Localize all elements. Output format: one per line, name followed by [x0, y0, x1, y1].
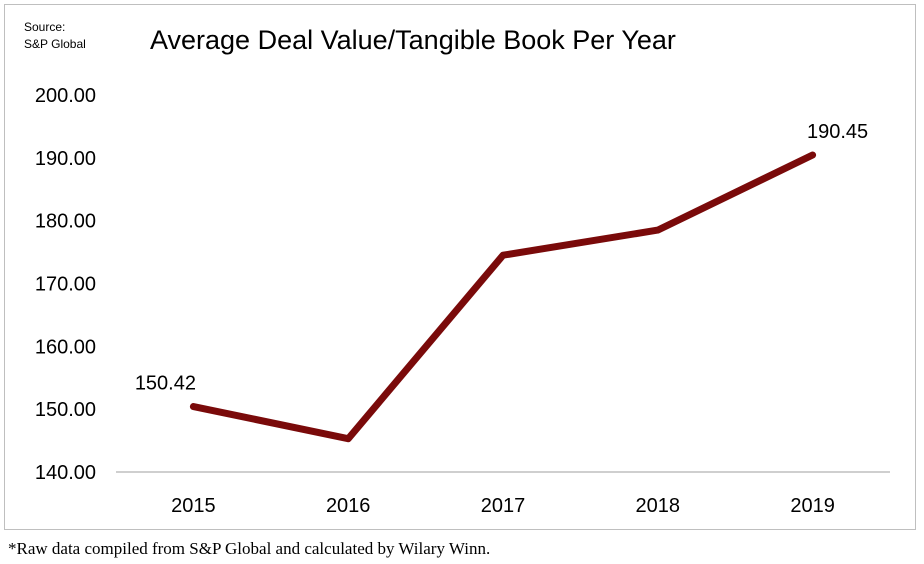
y-tick-label: 170.00	[35, 274, 96, 296]
y-tick-label: 200.00	[35, 85, 96, 107]
source-note: Source: S&P Global	[24, 19, 86, 53]
x-tick-label: 2017	[481, 495, 526, 517]
data-label: 190.45	[807, 121, 868, 143]
x-tick-label: 2018	[636, 495, 681, 517]
x-axis-ticks: 2015 2016 2017 2018 2019	[171, 495, 835, 517]
source-label: Source:	[24, 20, 66, 34]
x-tick-label: 2015	[171, 495, 216, 517]
y-tick-label: 190.00	[35, 148, 96, 170]
data-label: 150.42	[135, 373, 196, 395]
y-tick-label: 160.00	[35, 336, 96, 358]
source-name: S&P Global	[24, 37, 86, 51]
y-axis-ticks: 140.00 150.00 160.00 170.00 180.00 190.00 200.…	[35, 85, 96, 484]
y-tick-label: 180.00	[35, 211, 96, 233]
footnote: *Raw data compiled from S&P Global and c…	[8, 539, 491, 558]
data-labels: 150.42 190.45	[135, 121, 868, 395]
x-tick-label: 2016	[326, 495, 371, 517]
series-line	[189, 151, 817, 443]
y-tick-label: 140.00	[35, 462, 96, 484]
y-tick-label: 150.00	[35, 399, 96, 421]
chart-frame	[4, 4, 916, 530]
chart-title: Average Deal Value/Tangible Book Per Yea…	[150, 25, 676, 55]
x-tick-label: 2019	[790, 495, 835, 517]
